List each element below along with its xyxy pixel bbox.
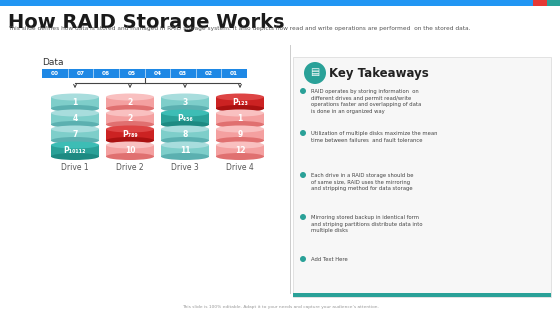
- Text: 1: 1: [72, 98, 78, 107]
- Text: Drive 3: Drive 3: [171, 163, 199, 172]
- Text: 9: 9: [237, 130, 242, 139]
- Bar: [533, 0, 547, 6]
- Circle shape: [300, 88, 306, 94]
- Text: RAID operates by storing information  on
different drives and permit read/write
: RAID operates by storing information on …: [311, 89, 421, 114]
- Ellipse shape: [161, 137, 209, 144]
- Bar: [51, 113, 99, 124]
- Text: 10: 10: [125, 146, 136, 155]
- Text: P₁₀₁₁₂: P₁₀₁₁₂: [64, 146, 86, 155]
- Ellipse shape: [161, 94, 209, 100]
- Ellipse shape: [216, 110, 264, 117]
- Bar: [106, 113, 154, 124]
- Text: Data: Data: [42, 58, 63, 67]
- Text: 12: 12: [235, 146, 245, 155]
- Ellipse shape: [51, 141, 99, 148]
- Ellipse shape: [51, 110, 99, 117]
- Text: Utilization of multiple disks maximize the mean
time between failures  and fault: Utilization of multiple disks maximize t…: [311, 131, 437, 143]
- Text: 00: 00: [51, 71, 59, 76]
- Text: How RAID Storage Works: How RAID Storage Works: [8, 13, 284, 32]
- Bar: [106, 97, 154, 108]
- Text: 4: 4: [72, 114, 78, 123]
- Bar: [51, 97, 99, 108]
- Text: Mirroring stored backup in identical form
and striping partitions distribute dat: Mirroring stored backup in identical for…: [311, 215, 422, 233]
- Text: Drive 2: Drive 2: [116, 163, 144, 172]
- Text: Each drive in a RAID storage should be
of same size, RAID uses the mirroring
and: Each drive in a RAID storage should be o…: [311, 173, 413, 191]
- Ellipse shape: [106, 121, 154, 128]
- Text: 2: 2: [127, 114, 133, 123]
- Ellipse shape: [216, 94, 264, 100]
- Ellipse shape: [106, 125, 154, 133]
- Bar: [216, 113, 264, 124]
- Ellipse shape: [216, 141, 264, 148]
- Text: Add Text Here: Add Text Here: [311, 257, 348, 262]
- Text: 04: 04: [153, 71, 161, 76]
- Ellipse shape: [51, 105, 99, 112]
- Ellipse shape: [216, 125, 264, 133]
- Ellipse shape: [161, 141, 209, 148]
- Bar: [42, 69, 247, 78]
- Ellipse shape: [51, 121, 99, 128]
- Bar: [216, 129, 264, 140]
- Text: This slide defines how data is stored and managed in RAID storage system. It als: This slide defines how data is stored an…: [8, 26, 470, 31]
- Text: 02: 02: [204, 71, 213, 76]
- Text: 07: 07: [76, 71, 85, 76]
- Ellipse shape: [216, 153, 264, 160]
- Bar: [216, 97, 264, 108]
- Text: This slide is 100% editable. Adapt it to your needs and capture your audience’s : This slide is 100% editable. Adapt it to…: [181, 305, 379, 309]
- Bar: [161, 145, 209, 157]
- Text: P₄₅₆: P₄₅₆: [177, 114, 193, 123]
- Circle shape: [304, 62, 326, 84]
- Text: 1: 1: [237, 114, 242, 123]
- Text: P₇₈₉: P₇₈₉: [122, 130, 138, 139]
- Circle shape: [300, 130, 306, 136]
- Ellipse shape: [106, 141, 154, 148]
- Bar: [51, 145, 99, 157]
- Ellipse shape: [106, 110, 154, 117]
- Bar: [0, 0, 560, 6]
- Ellipse shape: [106, 153, 154, 160]
- Ellipse shape: [106, 137, 154, 144]
- Ellipse shape: [161, 153, 209, 160]
- Bar: [161, 113, 209, 124]
- Bar: [293, 293, 551, 297]
- Text: 7: 7: [72, 130, 78, 139]
- Text: Drive 1: Drive 1: [61, 163, 89, 172]
- Bar: [547, 0, 560, 6]
- Ellipse shape: [51, 153, 99, 160]
- Text: 03: 03: [179, 71, 187, 76]
- Circle shape: [300, 214, 306, 220]
- Bar: [106, 145, 154, 157]
- Ellipse shape: [106, 105, 154, 112]
- Text: 11: 11: [180, 146, 190, 155]
- Text: Drive 4: Drive 4: [226, 163, 254, 172]
- Bar: [161, 129, 209, 140]
- Text: Key Takeaways: Key Takeaways: [329, 66, 429, 79]
- Text: 05: 05: [128, 71, 136, 76]
- Ellipse shape: [106, 94, 154, 100]
- Ellipse shape: [216, 121, 264, 128]
- Bar: [216, 145, 264, 157]
- Ellipse shape: [216, 137, 264, 144]
- Ellipse shape: [216, 105, 264, 112]
- Bar: [161, 97, 209, 108]
- Ellipse shape: [161, 110, 209, 117]
- Bar: [51, 129, 99, 140]
- Text: 2: 2: [127, 98, 133, 107]
- Bar: [106, 129, 154, 140]
- Text: 8: 8: [183, 130, 188, 139]
- Ellipse shape: [51, 137, 99, 144]
- Ellipse shape: [161, 125, 209, 133]
- Circle shape: [300, 172, 306, 178]
- Ellipse shape: [51, 94, 99, 100]
- Circle shape: [300, 256, 306, 262]
- Text: 06: 06: [102, 71, 110, 76]
- Ellipse shape: [161, 121, 209, 128]
- Ellipse shape: [161, 105, 209, 112]
- Text: P₁₂₃: P₁₂₃: [232, 98, 248, 107]
- Text: 01: 01: [230, 71, 238, 76]
- Text: 3: 3: [183, 98, 188, 107]
- Bar: [293, 57, 551, 297]
- Ellipse shape: [51, 125, 99, 133]
- Text: ▤: ▤: [310, 67, 320, 77]
